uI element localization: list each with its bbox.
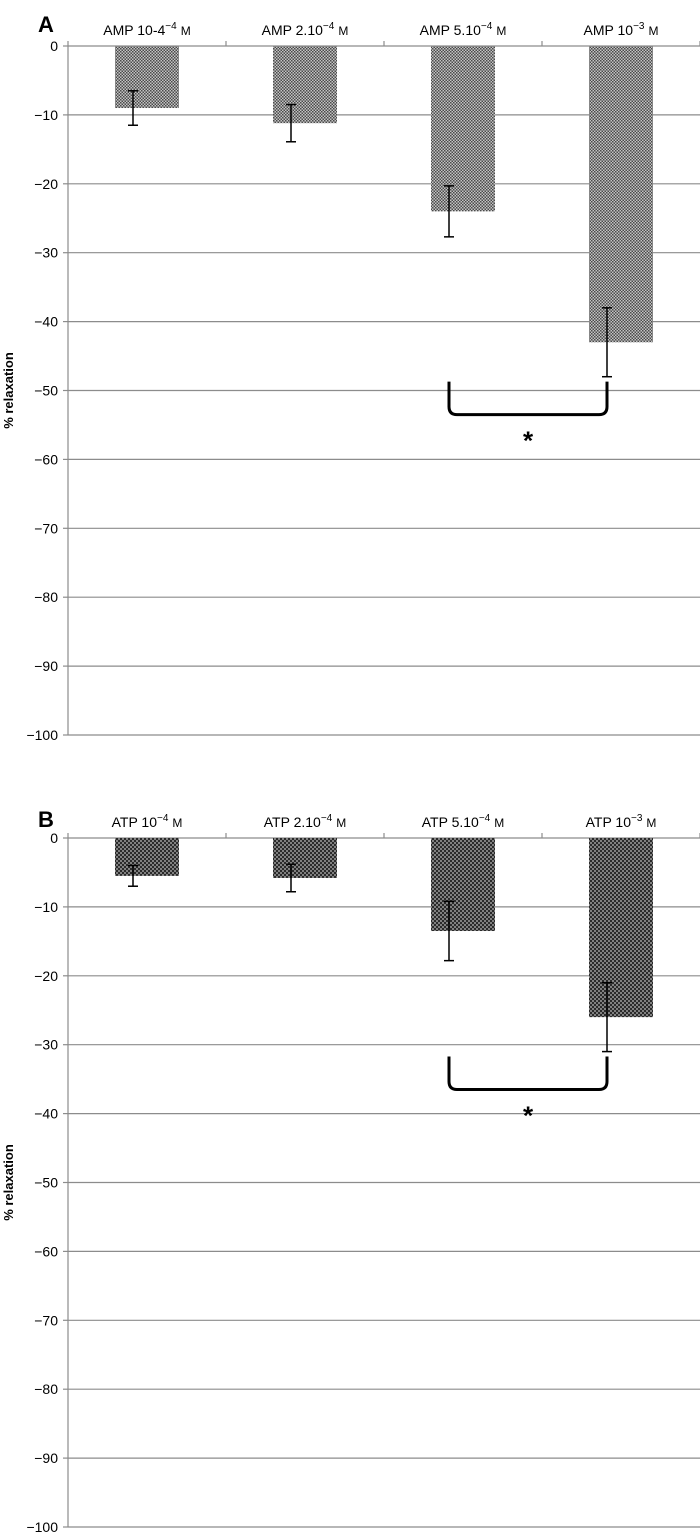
category-label: AMP 10-4−4 M — [103, 21, 190, 38]
y-tick-label: −20 — [34, 176, 58, 192]
category-unit: M — [172, 816, 182, 830]
category-label: AMP 2.10−4 M — [262, 21, 349, 38]
y-tick-label: −100 — [26, 1519, 58, 1535]
y-tick-label: −30 — [34, 1037, 58, 1053]
bar — [115, 838, 179, 876]
category-unit: M — [496, 24, 506, 38]
category-unit: M — [648, 24, 658, 38]
bar — [115, 46, 179, 109]
category-exponent: −4 — [479, 813, 491, 824]
category-name: ATP 2.10 — [264, 814, 321, 830]
category-name: AMP 2.10 — [262, 22, 323, 38]
y-tick-label: 0 — [50, 830, 58, 846]
category-name: AMP 10 — [584, 22, 634, 38]
significance-bracket — [447, 381, 609, 417]
y-tick-label: −40 — [34, 314, 58, 330]
category-label: ATP 2.10−4 M — [264, 813, 346, 830]
category-label: ATP 10−3 M — [586, 813, 657, 830]
y-tick-label: −60 — [34, 1243, 58, 1259]
y-tick-label: −30 — [34, 245, 58, 261]
category-unit: M — [646, 816, 656, 830]
panel-label: A — [38, 12, 54, 37]
category-name: AMP 10-4 — [103, 22, 165, 38]
bar — [589, 46, 653, 343]
category-label: AMP 10−3 M — [584, 21, 659, 38]
y-tick-label: −40 — [34, 1106, 58, 1122]
panel-label: B — [38, 807, 54, 832]
category-label: AMP 5.10−4 M — [420, 21, 507, 38]
y-axis-label: % relaxation — [1, 1144, 16, 1221]
significance-star: * — [523, 1100, 534, 1130]
y-tick-label: −50 — [34, 383, 58, 399]
y-tick-label: −20 — [34, 968, 58, 984]
category-exponent: −4 — [321, 813, 333, 824]
category-exponent: −4 — [481, 21, 493, 32]
y-tick-label: −70 — [34, 520, 58, 536]
y-tick-label: −70 — [34, 1312, 58, 1328]
category-label: ATP 10−4 M — [112, 813, 183, 830]
panel-b: B0 −10 −20 −30 −40 −50 −60 −70 −80 −90 −100 % relax… — [1, 807, 700, 1535]
y-tick-label: −60 — [34, 451, 58, 467]
significance-star: * — [523, 426, 534, 456]
category-label: ATP 5.10−4 M — [422, 813, 504, 830]
y-axis-label: % relaxation — [1, 352, 16, 429]
y-tick-label: −100 — [26, 727, 58, 743]
significance-bracket — [447, 1056, 609, 1091]
y-tick-label: −10 — [34, 107, 58, 123]
category-exponent: −3 — [633, 21, 645, 32]
category-exponent: −3 — [631, 813, 643, 824]
y-tick-label: −90 — [34, 658, 58, 674]
y-tick-label: −80 — [34, 589, 58, 605]
category-unit: M — [494, 816, 504, 830]
y-tick-label: −10 — [34, 899, 58, 915]
category-name: ATP 5.10 — [422, 814, 479, 830]
bar — [431, 838, 495, 932]
bar — [273, 46, 337, 124]
category-unit: M — [338, 24, 348, 38]
y-tick-label: −80 — [34, 1381, 58, 1397]
panel-a: A0 −10 −20 −30 −40 −50 −60 −70 −80 −90 −100 % relax… — [1, 12, 700, 743]
bar — [431, 46, 495, 212]
category-exponent: −4 — [165, 21, 177, 32]
category-exponent: −4 — [323, 21, 335, 32]
y-tick-label: −50 — [34, 1175, 58, 1191]
category-name: AMP 5.10 — [420, 22, 481, 38]
y-tick-label: −90 — [34, 1450, 58, 1466]
category-unit: M — [181, 24, 191, 38]
category-name: ATP 10 — [112, 814, 158, 830]
bar — [589, 838, 653, 1018]
category-unit: M — [336, 816, 346, 830]
category-name: ATP 10 — [586, 814, 632, 830]
y-tick-label: 0 — [50, 38, 58, 54]
category-exponent: −4 — [157, 813, 169, 824]
bar — [273, 838, 337, 878]
